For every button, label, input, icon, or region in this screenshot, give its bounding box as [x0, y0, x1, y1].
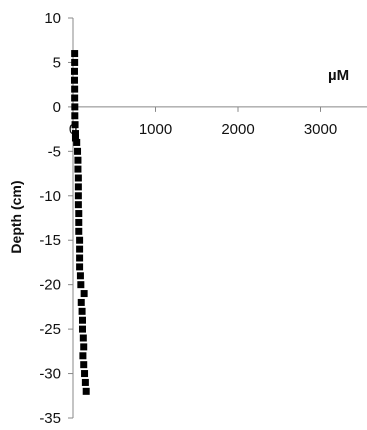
- data-point: [77, 281, 85, 289]
- data-point: [74, 183, 82, 191]
- data-point: [71, 134, 79, 142]
- data-point: [81, 370, 89, 378]
- data-point: [74, 156, 82, 164]
- y-tick-label: -30: [39, 366, 61, 383]
- data-point: [71, 121, 79, 129]
- data-points: [70, 50, 90, 395]
- data-point: [70, 76, 78, 84]
- data-point: [75, 210, 83, 218]
- data-point: [71, 50, 79, 58]
- data-point: [71, 130, 79, 138]
- x-axis-ticks: 0 1000 2000 3000: [69, 106, 337, 138]
- data-point: [74, 201, 82, 209]
- data-point: [78, 307, 86, 315]
- data-point: [74, 165, 82, 173]
- data-point: [76, 272, 84, 280]
- y-tick-label: 5: [53, 54, 61, 71]
- data-point: [77, 298, 85, 306]
- data-point: [76, 263, 84, 271]
- data-point: [80, 343, 88, 351]
- y-tick-label: -5: [48, 143, 61, 160]
- data-point: [78, 325, 86, 333]
- data-point: [80, 290, 88, 298]
- x-tick-label: 3000: [304, 121, 337, 138]
- y-tick-label: 10: [44, 10, 61, 27]
- data-point: [79, 352, 87, 360]
- data-point: [74, 174, 82, 182]
- y-tick-label: -25: [39, 321, 61, 338]
- data-point: [71, 103, 79, 111]
- y-axis-title: Depth (cm): [8, 180, 24, 253]
- data-point: [80, 361, 88, 369]
- data-point: [75, 218, 83, 226]
- x-unit-label: µM: [328, 67, 349, 84]
- data-point: [75, 227, 83, 235]
- y-tick-label: -20: [39, 277, 61, 294]
- data-point: [82, 387, 90, 395]
- data-point: [74, 192, 82, 200]
- data-point: [71, 58, 79, 66]
- data-point: [70, 67, 78, 75]
- data-point: [76, 254, 84, 262]
- y-tick-label: 0: [53, 99, 61, 116]
- data-point: [71, 94, 79, 102]
- y-tick-label: -35: [39, 410, 61, 427]
- data-point: [76, 236, 84, 244]
- data-point: [81, 378, 89, 386]
- data-point: [73, 138, 81, 146]
- x-tick-label: 1000: [139, 121, 172, 138]
- data-point: [71, 112, 79, 120]
- data-point: [74, 147, 82, 155]
- data-point: [78, 316, 86, 324]
- data-point: [79, 334, 87, 342]
- x-tick-label: 2000: [221, 121, 254, 138]
- y-axis-ticks: 10 5 0 -5 -10 -15 -20 -25 -30 -35: [39, 10, 73, 427]
- y-tick-label: -10: [39, 188, 61, 205]
- data-point: [71, 85, 79, 93]
- data-point: [76, 245, 84, 253]
- y-tick-label: -15: [39, 232, 61, 249]
